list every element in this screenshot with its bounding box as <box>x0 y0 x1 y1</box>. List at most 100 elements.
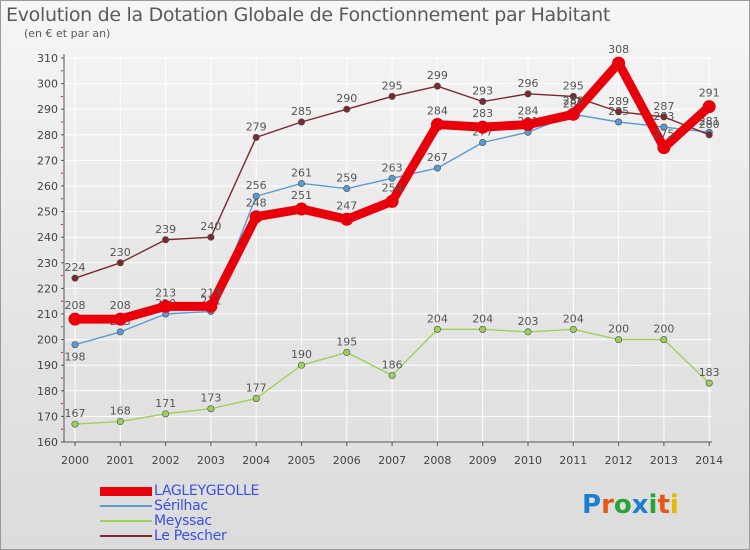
point-le-pescher <box>252 133 260 141</box>
point-lagleygeolle <box>566 107 580 121</box>
legend-label: LAGLEYGEOLLE <box>154 483 260 499</box>
point-meyssac <box>524 328 532 336</box>
point-le-pescher <box>660 113 668 121</box>
point-le-pescher <box>615 108 623 116</box>
y-tick-label: 230 <box>37 257 58 270</box>
y-tick-label: 250 <box>37 206 58 219</box>
point-le-pescher <box>116 259 124 267</box>
data-label-lagleygeolle: 275 <box>653 128 674 141</box>
point-meyssac <box>388 371 396 379</box>
point-meyssac <box>252 394 260 402</box>
legend-swatch <box>100 535 152 537</box>
data-label-le-pescher: 279 <box>246 120 267 133</box>
point-le-pescher <box>524 90 532 98</box>
data-label-lagleygeolle: 308 <box>608 43 629 56</box>
data-label-serilhac: 198 <box>65 351 86 364</box>
data-label-serilhac: 263 <box>382 161 403 174</box>
data-label-meyssac: 177 <box>246 381 267 394</box>
data-label-le-pescher: 280 <box>699 118 720 131</box>
y-tick-label: 190 <box>37 359 58 372</box>
y-tick-label: 270 <box>37 154 58 167</box>
data-label-meyssac: 173 <box>200 392 221 405</box>
y-tick-label: 300 <box>37 78 58 91</box>
point-meyssac <box>705 379 713 387</box>
point-serilhac <box>252 192 260 200</box>
data-label-lagleygeolle: 284 <box>518 105 539 118</box>
point-meyssac <box>343 348 351 356</box>
point-meyssac <box>660 336 668 344</box>
data-label-meyssac: 204 <box>563 312 584 325</box>
data-label-le-pescher: 285 <box>291 105 312 118</box>
x-tick-label: 2001 <box>106 454 134 467</box>
point-le-pescher <box>207 233 215 241</box>
x-tick-label: 2013 <box>650 454 678 467</box>
data-label-lagleygeolle: 208 <box>65 299 86 312</box>
chart-subtitle: (en € et par an) <box>24 27 111 40</box>
data-label-meyssac: 203 <box>518 315 539 328</box>
data-label-lagleygeolle: 213 <box>200 286 221 299</box>
x-tick-label: 2003 <box>197 454 225 467</box>
data-label-lagleygeolle: 291 <box>699 87 720 100</box>
data-label-meyssac: 186 <box>382 358 403 371</box>
x-tick-label: 2002 <box>152 454 180 467</box>
point-serilhac <box>388 174 396 182</box>
point-le-pescher <box>433 82 441 90</box>
y-tick-label: 290 <box>37 103 58 116</box>
x-tick-label: 2008 <box>423 454 451 467</box>
point-meyssac <box>71 420 79 428</box>
point-lagleygeolle <box>249 210 263 224</box>
point-lagleygeolle <box>430 118 444 132</box>
data-label-le-pescher: 296 <box>518 77 539 90</box>
point-meyssac <box>162 410 170 418</box>
data-label-meyssac: 200 <box>653 323 674 336</box>
point-le-pescher <box>343 105 351 113</box>
point-meyssac <box>207 405 215 413</box>
point-serilhac <box>71 341 79 349</box>
point-serilhac <box>297 179 305 187</box>
logo-letter: i <box>669 490 679 520</box>
data-label-meyssac: 168 <box>110 405 131 418</box>
point-meyssac <box>479 325 487 333</box>
data-label-le-pescher: 299 <box>427 69 448 82</box>
legend-label: Meyssac <box>154 513 212 529</box>
x-tick-label: 2004 <box>242 454 270 467</box>
y-tick-label: 280 <box>37 129 58 142</box>
y-tick-label: 220 <box>37 282 58 295</box>
x-tick-label: 2011 <box>559 454 587 467</box>
data-label-le-pescher: 230 <box>110 246 131 259</box>
point-le-pescher <box>297 118 305 126</box>
x-tick-label: 2009 <box>469 454 497 467</box>
chart-title: Evolution de la Dotation Globale de Fonc… <box>6 4 611 26</box>
x-tick-label: 2010 <box>514 454 542 467</box>
y-tick-label: 210 <box>37 308 58 321</box>
y-tick-label: 160 <box>37 436 58 449</box>
x-tick-label: 2014 <box>695 454 723 467</box>
point-meyssac <box>569 325 577 333</box>
point-le-pescher <box>705 131 713 139</box>
point-meyssac <box>615 336 623 344</box>
data-label-meyssac: 190 <box>291 348 312 361</box>
legend-label: Le Pescher <box>154 528 227 544</box>
point-meyssac <box>297 361 305 369</box>
legend-label: Sérilhac <box>154 498 208 514</box>
data-label-lagleygeolle: 248 <box>246 197 267 210</box>
data-label-serilhac: 261 <box>291 166 312 179</box>
data-label-le-pescher: 295 <box>382 79 403 92</box>
point-serilhac <box>116 328 124 336</box>
point-lagleygeolle <box>159 299 173 313</box>
data-label-serilhac: 267 <box>427 151 448 164</box>
point-lagleygeolle <box>204 299 218 313</box>
data-label-meyssac: 167 <box>65 407 86 420</box>
data-label-lagleygeolle: 288 <box>563 94 584 107</box>
logo-letter: o <box>613 490 632 520</box>
y-tick-label: 260 <box>37 180 58 193</box>
data-label-meyssac: 204 <box>427 312 448 325</box>
point-le-pescher <box>162 236 170 244</box>
legend-swatch <box>100 487 152 496</box>
data-label-le-pescher: 240 <box>200 220 221 233</box>
data-label-lagleygeolle: 283 <box>472 107 493 120</box>
y-tick-label: 200 <box>37 334 58 347</box>
y-tick-label: 180 <box>37 385 58 398</box>
data-label-meyssac: 195 <box>336 335 357 348</box>
